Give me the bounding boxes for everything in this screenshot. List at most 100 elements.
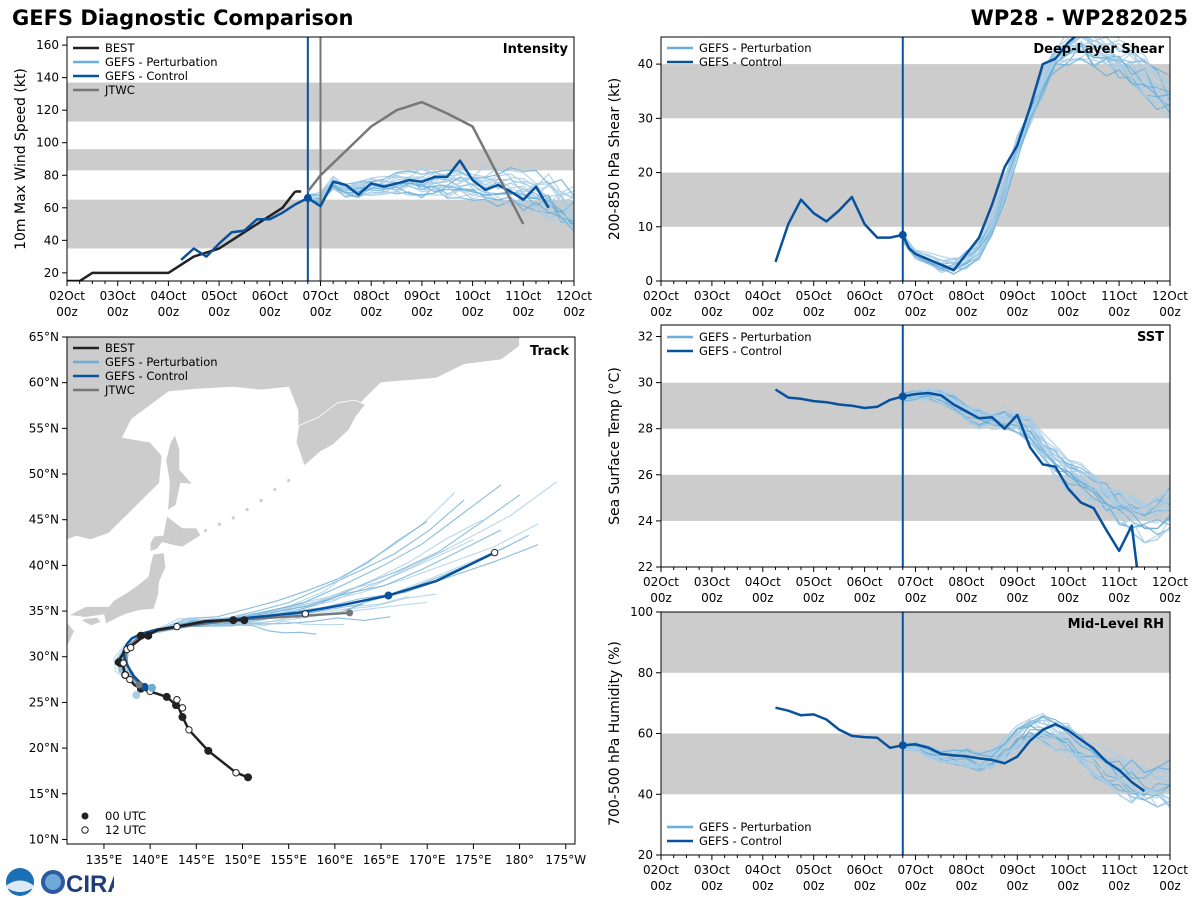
shear-x-tick-label: 06Oct [847,289,883,303]
intensity-x-tick-label: 07Oct [302,289,338,303]
track-best-00utc-marker [229,616,238,625]
sst-x-tick-label: 07Oct [897,575,933,589]
track-best-00utc-marker [178,713,187,722]
intensity-ensemble-member [307,176,574,218]
kamchatka-land [295,399,366,467]
japan-honshu-land [67,552,167,646]
track-perturbation-init-marker [132,691,141,700]
track-ensemble-member [119,484,502,692]
shear-y-tick-label: 10 [638,220,653,234]
shear-y-tick-label: 40 [638,57,653,71]
rh-x-tick-sublabel: 00z [1057,879,1079,893]
shear-x-tick-label: 08Oct [948,289,984,303]
rh-x-tick-label: 09Oct [999,863,1035,877]
rh-y-tick-label: 100 [630,605,653,619]
intensity-x-tick-label: 11Oct [505,289,541,303]
track-lat-tick-label: 65°N [29,330,59,344]
sst-y-tick-label: 26 [638,468,653,482]
sst-band [661,382,1170,429]
intensity-ensemble-member [307,182,574,222]
track-lon-tick-label: 160°E [317,853,354,867]
rh-x-tick-sublabel: 00z [956,879,978,893]
sst-x-tick-label: 09Oct [999,575,1035,589]
intensity-ensemble-member [307,166,574,197]
track-best-12utc-marker [301,610,309,618]
kuril-island-land [287,478,291,483]
intensity-ensemble-member [307,170,574,198]
intensity-y-axis-label: 10m Max Wind Speed (kt) [13,68,29,250]
shear-y-tick-label: 20 [638,166,653,180]
rh-x-tick-sublabel: 00z [701,879,723,893]
intensity-x-tick-label: 02Oct [49,289,85,303]
rh-x-tick-label: 02Oct [643,863,679,877]
track-frame [66,336,576,845]
shear-x-tick-label: 11Oct [1101,289,1137,303]
sst-x-tick-sublabel: 00z [956,591,978,605]
sst-legend-label: GEFS - Perturbation [699,330,812,344]
intensity-ensemble-member [307,186,574,232]
intensity-y-tick-label: 120 [36,103,59,117]
shear-legend-label: GEFS - Control [699,55,782,69]
track-best-12utc-marker [119,659,128,667]
sst-y-tick-label: 24 [638,514,653,528]
track-lat-tick-label: 35°N [29,604,59,618]
track-lat-tick-label: 40°N [29,558,59,572]
intensity-x-tick-sublabel: 00z [107,305,129,319]
rh-band [661,612,1170,673]
track-lon-tick-label: 145°E [178,853,215,867]
intensity-series-best [67,190,297,281]
track-legend-00utc-label: 00 UTC [105,809,146,823]
shear-y-tick-label: 30 [638,111,653,125]
shear-x-tick-sublabel: 00z [650,305,672,319]
rh-y-tick-label: 40 [638,787,653,801]
rh-ensemble-member [902,716,1170,774]
track-control-line [121,551,496,688]
intensity-y-tick-label: 40 [44,233,59,247]
shear-x-tick-label: 10Oct [1050,289,1086,303]
intensity-x-tick-sublabel: 00z [513,305,535,319]
shear-title: Deep-Layer Shear [1033,42,1164,57]
track-best-00utc-marker [204,746,213,755]
sst-x-tick-sublabel: 00z [905,591,927,605]
sst-legend-label: GEFS - Control [699,344,782,358]
shear-y-axis-label: 200-850 hPa Shear (kt) [607,78,623,240]
track-lon-tick-label: 140°E [132,853,169,867]
track-lon-tick-label: 175°W [545,853,586,867]
track-lon-tick-label: 135°E [86,853,123,867]
track-lon-tick-label: 150°E [224,853,261,867]
track-ensemble-member [125,616,391,692]
track-lat-tick-label: 60°N [29,376,59,390]
intensity-x-tick-sublabel: 00z [158,305,180,319]
sst-x-tick-label: 04Oct [745,575,781,589]
shear-band [661,64,1170,119]
mainland-asia-land [67,337,520,541]
intensity-x-tick-sublabel: 00z [259,305,281,319]
sst-ensemble-member [902,397,1170,544]
sst-x-tick-label: 10Oct [1050,575,1086,589]
shear-y-tick-label: 0 [645,274,653,288]
intensity-x-tick-sublabel: 00z [563,305,585,319]
intensity-init-marker [303,194,312,203]
track-lat-tick-label: 45°N [29,513,59,527]
sst-x-tick-label: 12Oct [1152,575,1188,589]
kuril-island-land [231,516,235,520]
rh-x-tick-sublabel: 00z [854,879,876,893]
track-control-marker [384,591,393,600]
track-best-00utc-marker [136,631,145,640]
track-legend-label: GEFS - Control [105,369,188,383]
intensity-x-tick-sublabel: 00z [56,305,78,319]
intensity-x-tick-label: 06Oct [252,289,288,303]
japan-shikoku-land [79,616,102,627]
intensity-legend-label: GEFS - Control [105,69,188,83]
rh-y-tick-label: 60 [638,727,653,741]
track-legend-12utc-marker [81,826,89,834]
shear-x-tick-sublabel: 00z [701,305,723,319]
intensity-x-tick-sublabel: 00z [360,305,382,319]
shear-x-tick-label: 07Oct [897,289,933,303]
sst-frame [660,324,1171,568]
shear-x-tick-sublabel: 00z [1057,305,1079,319]
intensity-series-gefs-control [180,159,550,261]
sst-x-tick-sublabel: 00z [650,591,672,605]
track-ensemble-member [123,595,409,692]
sst-x-tick-sublabel: 00z [752,591,774,605]
